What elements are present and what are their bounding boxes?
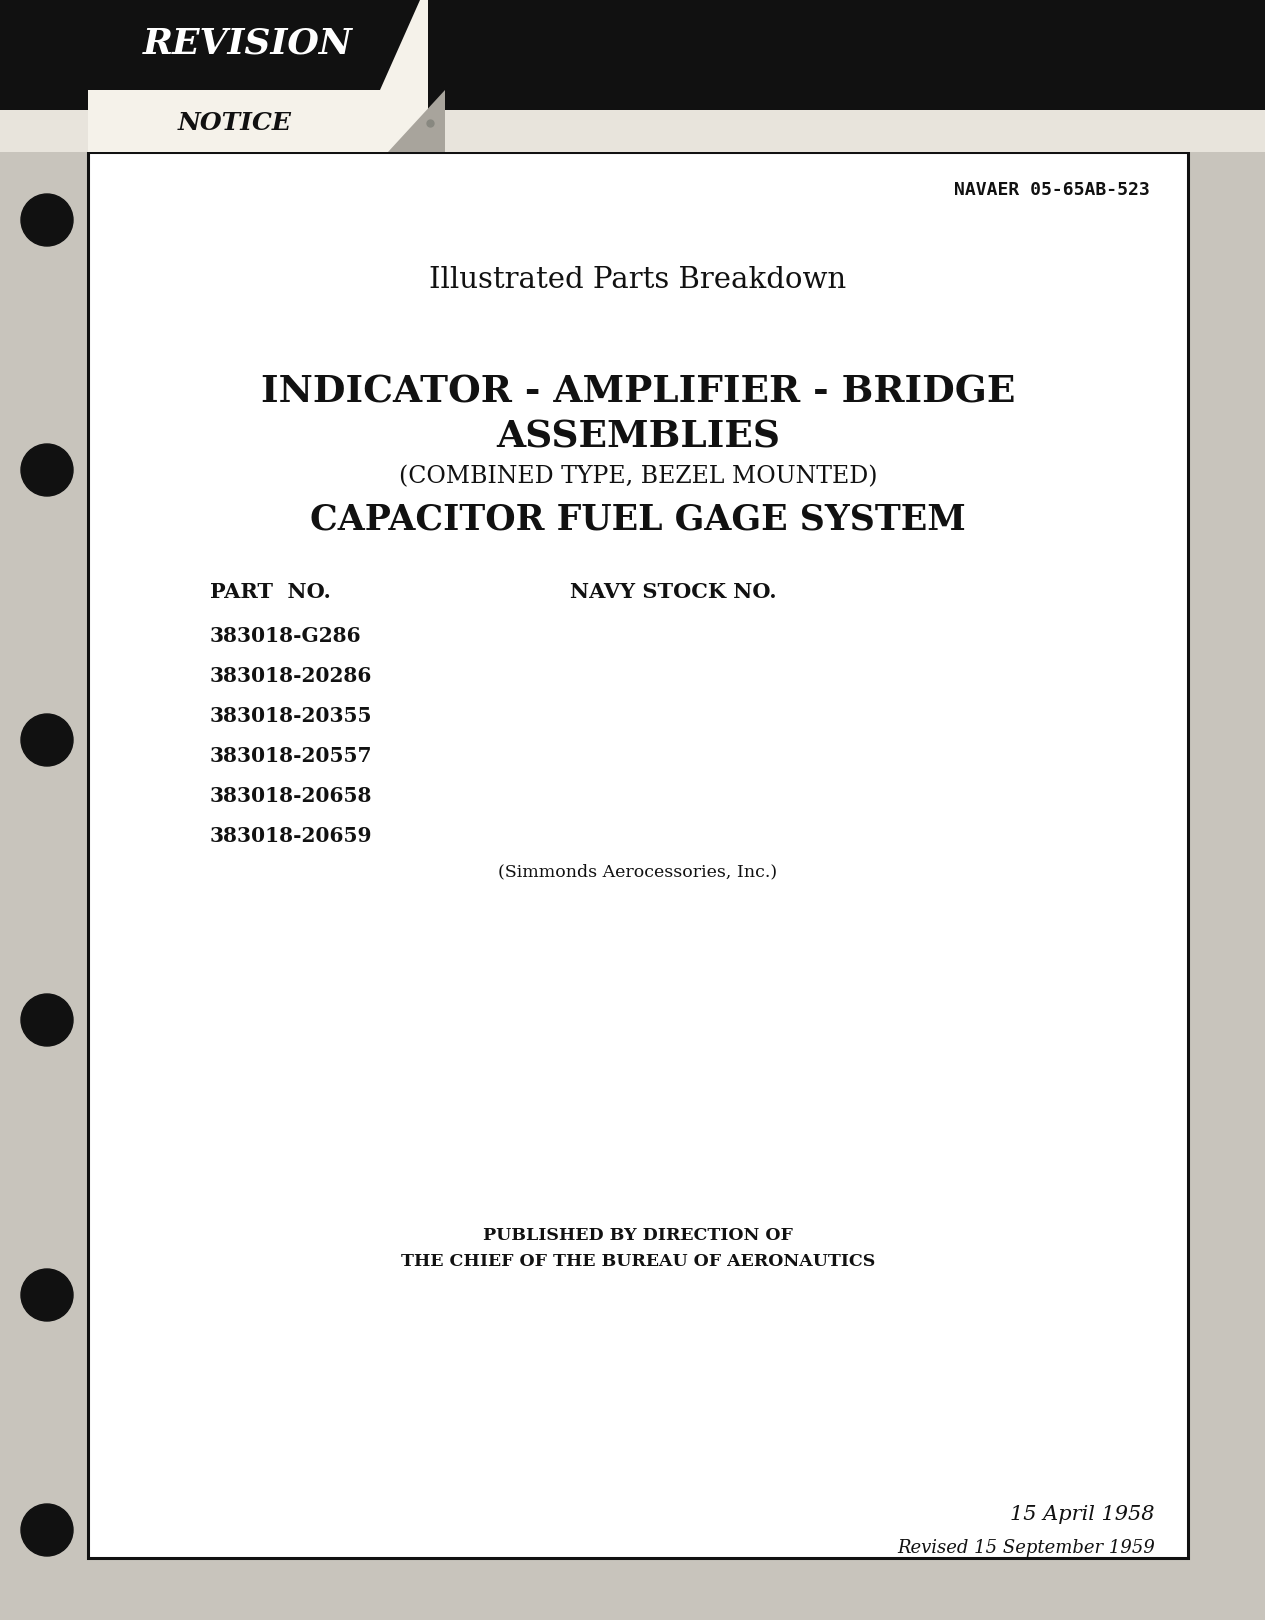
Text: THESE ARE SUPERSEDING OR SUPPLEMEN-: THESE ARE SUPERSEDING OR SUPPLEMEN- (663, 15, 956, 29)
Text: (Simmonds Aerocessories, Inc.): (Simmonds Aerocessories, Inc.) (498, 863, 778, 881)
Bar (89, 152, 1188, 1558)
Text: NOTICE: NOTICE (178, 112, 292, 134)
Circle shape (22, 714, 73, 766)
Circle shape (22, 1268, 73, 1320)
Text: PREVIOUS DATE: PREVIOUS DATE (755, 53, 864, 66)
Text: Insert these pages into basic publication: Insert these pages into basic publicatio… (681, 76, 939, 89)
Circle shape (22, 995, 73, 1047)
Circle shape (22, 444, 73, 496)
Text: ASSEMBLIES: ASSEMBLIES (496, 418, 781, 455)
Text: INDICATOR - AMPLIFIER - BRIDGE: INDICATOR - AMPLIFIER - BRIDGE (261, 374, 1016, 410)
Text: Revised 15 September 1959: Revised 15 September 1959 (897, 1539, 1155, 1557)
Text: THE CHIEF OF THE BUREAU OF AERONAUTICS: THE CHIEF OF THE BUREAU OF AERONAUTICS (401, 1254, 875, 1270)
Text: REVISION: REVISION (143, 26, 353, 60)
Text: Destroy superseded pages: Destroy superseded pages (726, 96, 894, 109)
Bar (89, 0, 428, 152)
Bar (0, 110, 1265, 152)
Text: (COMBINED TYPE, BEZEL MOUNTED): (COMBINED TYPE, BEZEL MOUNTED) (398, 465, 877, 489)
Circle shape (22, 194, 73, 246)
Text: 383018-20557: 383018-20557 (210, 745, 372, 766)
Polygon shape (388, 91, 445, 152)
Circle shape (22, 1503, 73, 1555)
Bar (0, 0, 1265, 110)
Polygon shape (89, 0, 420, 91)
Text: PART  NO.: PART NO. (210, 582, 331, 603)
Text: NAVY STOCK NO.: NAVY STOCK NO. (571, 582, 777, 603)
Text: Illustrated Parts Breakdown: Illustrated Parts Breakdown (429, 266, 846, 293)
Text: 383018-20286: 383018-20286 (210, 666, 372, 685)
Text: 383018-20355: 383018-20355 (210, 706, 372, 726)
Text: PUBLISHED BY DIRECTION OF: PUBLISHED BY DIRECTION OF (483, 1226, 793, 1244)
Text: 15 April 1958: 15 April 1958 (1011, 1505, 1155, 1524)
Text: TARY PAGES TO SAME PUBLICATION OF: TARY PAGES TO SAME PUBLICATION OF (672, 34, 949, 49)
Text: CAPACITOR FUEL GAGE SYSTEM: CAPACITOR FUEL GAGE SYSTEM (310, 502, 966, 536)
Text: 383018-20659: 383018-20659 (210, 826, 372, 846)
Text: 383018-20658: 383018-20658 (210, 786, 372, 807)
Text: NAVAER 05-65AB-523: NAVAER 05-65AB-523 (954, 181, 1150, 199)
Text: 383018-G286: 383018-G286 (210, 625, 362, 646)
